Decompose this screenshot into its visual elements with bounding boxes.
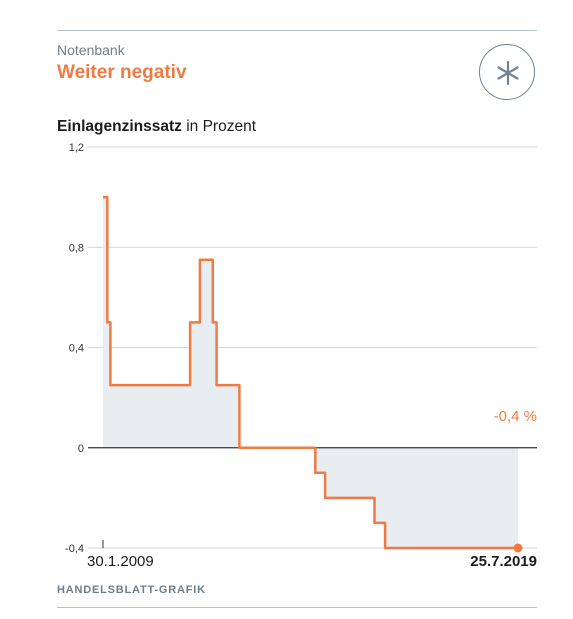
chart-kicker: Notenbank xyxy=(57,42,125,58)
y-tick-label: 0,8 xyxy=(69,242,84,254)
bottom-rule xyxy=(57,607,537,608)
chart-subtitle: Einlagenzinssatz in Prozent xyxy=(57,118,256,136)
end-point-marker xyxy=(513,543,523,553)
end-date-label: 25.7.2019 xyxy=(470,553,537,570)
top-rule xyxy=(57,30,537,31)
y-tick-label: -0,4 xyxy=(65,543,84,555)
rate-area xyxy=(103,197,518,548)
rate-line xyxy=(103,195,518,550)
source-credit: HANDELSBLATT-GRAFIK xyxy=(57,584,206,596)
start-date-label: 30.1.2009 xyxy=(87,553,154,570)
chart-headline: Weiter negativ xyxy=(57,62,187,83)
asterisk-button[interactable] xyxy=(479,44,535,100)
asterisk-icon xyxy=(497,60,519,86)
y-tick-label: 0,4 xyxy=(69,343,84,355)
subtitle-measure: Einlagenzinssatz xyxy=(57,118,182,135)
y-tick-label: 0 xyxy=(78,443,84,455)
y-tick-label: 1,2 xyxy=(69,142,84,154)
subtitle-unit: in Prozent xyxy=(181,118,257,135)
latest-value-annotation: -0,4 % xyxy=(494,408,537,425)
